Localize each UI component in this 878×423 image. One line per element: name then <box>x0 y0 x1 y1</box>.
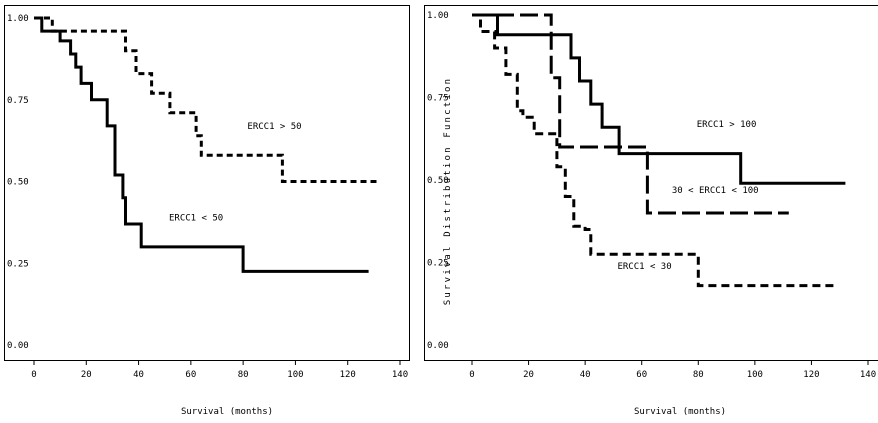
y-tick-label: 0.25 <box>7 259 29 269</box>
series-annotation: ERCC1 < 30 <box>617 262 671 272</box>
series-line-ercc1-100 <box>472 13 846 185</box>
x-axis-title: Survival (months) <box>634 407 726 417</box>
y-tick-label: 0.25 <box>427 259 449 269</box>
y-tick-label: 0.50 <box>427 176 449 186</box>
x-tick-label: 60 <box>636 370 647 380</box>
series-annotation: ERCC1 < 50 <box>169 214 223 224</box>
plot-frame <box>4 5 410 361</box>
y-tick-label: 0.00 <box>427 341 449 351</box>
series-annotation: ERCC1 > 100 <box>697 120 757 130</box>
x-tick-label: 120 <box>803 370 819 380</box>
x-tick-label: 20 <box>523 370 534 380</box>
y-tick-label: 0.75 <box>427 94 449 104</box>
x-tick-label: 40 <box>133 370 144 380</box>
chart-panel-2: 0 20 40 60 80 100 120 140 0.00 0.25 0.50 0.75 1.00 Su… <box>424 5 878 417</box>
x-tick-label: 80 <box>238 370 249 380</box>
y-axis-title: Survival Distribution Function <box>443 77 453 306</box>
x-tick-label: 80 <box>693 370 704 380</box>
x-tick-label: 20 <box>81 370 92 380</box>
series-line-ercc1-30 <box>472 13 835 288</box>
y-tick-label: 1.00 <box>7 14 29 24</box>
chart-panel-1: 0 20 40 60 80 100 120 140 0.00 0.25 0.50 0.75 1.00 Su… <box>4 5 410 417</box>
x-tick-label: 40 <box>580 370 591 380</box>
y-tick-label: 0.00 <box>7 341 29 351</box>
x-tick-label: 140 <box>860 370 876 380</box>
x-tick-label: 120 <box>340 370 356 380</box>
y-tick-label: 1.00 <box>427 11 449 21</box>
x-tick-label: 0 <box>31 370 36 380</box>
y-tick-label: 0.50 <box>7 178 29 188</box>
x-tick-label: 100 <box>747 370 763 380</box>
plot-frame <box>424 5 878 361</box>
x-tick-label: 100 <box>287 370 303 380</box>
series-annotation: 30 < ERCC1 < 100 <box>672 186 759 196</box>
series-line-30-ercc1-100 <box>472 13 789 215</box>
x-tick-label: 0 <box>469 370 474 380</box>
x-tick-label: 60 <box>185 370 196 380</box>
series-annotation: ERCC1 > 50 <box>247 122 301 132</box>
series-line-ercc1-50 <box>34 16 369 273</box>
x-tick-label: 140 <box>392 370 408 380</box>
y-tick-label: 0.75 <box>7 96 29 106</box>
series-line-ercc1-50 <box>34 16 380 183</box>
x-axis-title: Survival (months) <box>181 407 273 417</box>
